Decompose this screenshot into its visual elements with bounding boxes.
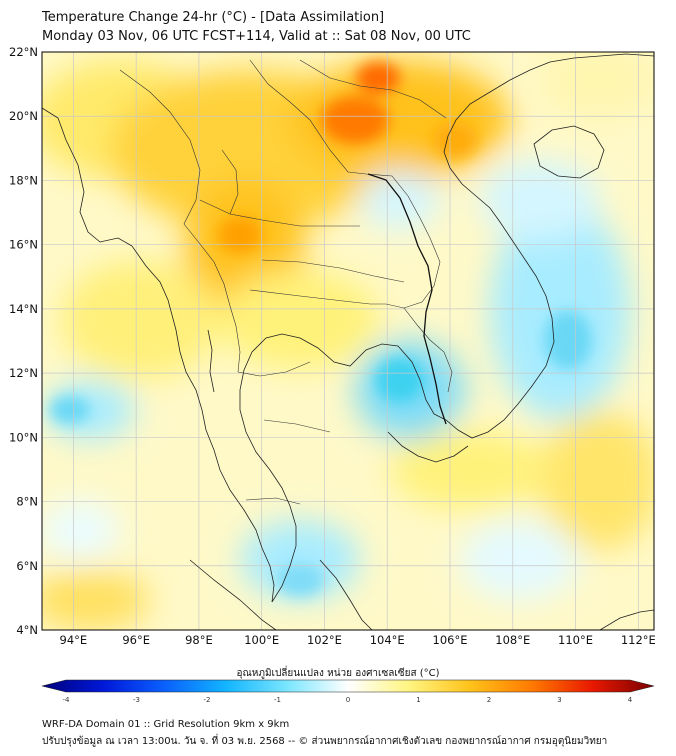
- latitude-labels: 4°N 6°N 8°N 10°N 12°N 14°N 16°N 18°N 20°N 22°N: [9, 45, 38, 637]
- longitude-tick-label: 96°E: [122, 633, 150, 647]
- map-subtitle: Monday 03 Nov, 06 UTC FCST+114, Valid at…: [42, 29, 471, 44]
- map-title: Temperature Change 24-hr (°C) - [Data As…: [42, 10, 385, 25]
- colorbar-tick-label: 4: [628, 696, 633, 704]
- map-frame: [41, 51, 655, 631]
- coastlines: [42, 53, 654, 630]
- longitude-tick-label: 110°E: [558, 633, 593, 647]
- colorbar-tick-label: 2: [487, 696, 491, 704]
- colorbar-tick-label: -2: [204, 696, 211, 704]
- colorbar-ticks: -4 -3 -2 -1 0 1 2 3 4: [63, 696, 633, 704]
- colorbar-bar: [41, 679, 655, 693]
- longitude-tick-label: 108°E: [495, 633, 530, 647]
- country-borders: [119, 59, 453, 505]
- colorbar-tick-label: -1: [274, 696, 281, 704]
- mekong-river: [367, 173, 447, 425]
- colorbar-tick-label: 3: [557, 696, 561, 704]
- latitude-tick-label: 8°N: [16, 495, 38, 509]
- longitude-tick-label: 94°E: [60, 633, 88, 647]
- latitude-tick-label: 6°N: [16, 559, 38, 573]
- colorbar-tick-label: 0: [346, 696, 350, 704]
- latitude-tick-label: 18°N: [9, 173, 38, 187]
- temperature-field: [42, 52, 654, 630]
- latitude-tick-label: 20°N: [9, 109, 38, 123]
- map-gridlines: [42, 52, 654, 630]
- footer-credits: ปรับปรุงข้อมูล ณ เวลา 13:00น. วัน จ. ที่…: [42, 736, 608, 747]
- colorbar: -4 -3 -2 -1 0 1 2 3 4: [41, 679, 655, 704]
- longitude-tick-label: 98°E: [185, 633, 213, 647]
- longitude-tick-label: 112°E: [621, 633, 656, 647]
- latitude-tick-label: 14°N: [9, 302, 38, 316]
- longitude-tick-label: 102°E: [307, 633, 342, 647]
- colorbar-tick-label: -3: [133, 696, 140, 704]
- longitude-tick-label: 106°E: [433, 633, 468, 647]
- colorbar-tick-label: -4: [63, 696, 71, 704]
- longitude-tick-label: 104°E: [370, 633, 405, 647]
- latitude-tick-label: 12°N: [9, 366, 38, 380]
- latitude-tick-label: 4°N: [16, 623, 38, 637]
- latitude-tick-label: 22°N: [9, 45, 38, 59]
- colorbar-title: อุณหภูมิเปลี่ยนแปลง หน่วย องศาเซลเซียส (…: [236, 668, 440, 679]
- latitude-tick-label: 16°N: [9, 238, 38, 252]
- colorbar-tick-label: 1: [416, 696, 420, 704]
- longitude-labels: 94°E 96°E 98°E 100°E 102°E 104°E 106°E 108°E 110…: [60, 633, 656, 647]
- latitude-tick-label: 10°N: [9, 430, 38, 444]
- footer-domain-info: WRF-DA Domain 01 :: Grid Resolution 9km …: [42, 719, 290, 730]
- longitude-tick-label: 100°E: [244, 633, 279, 647]
